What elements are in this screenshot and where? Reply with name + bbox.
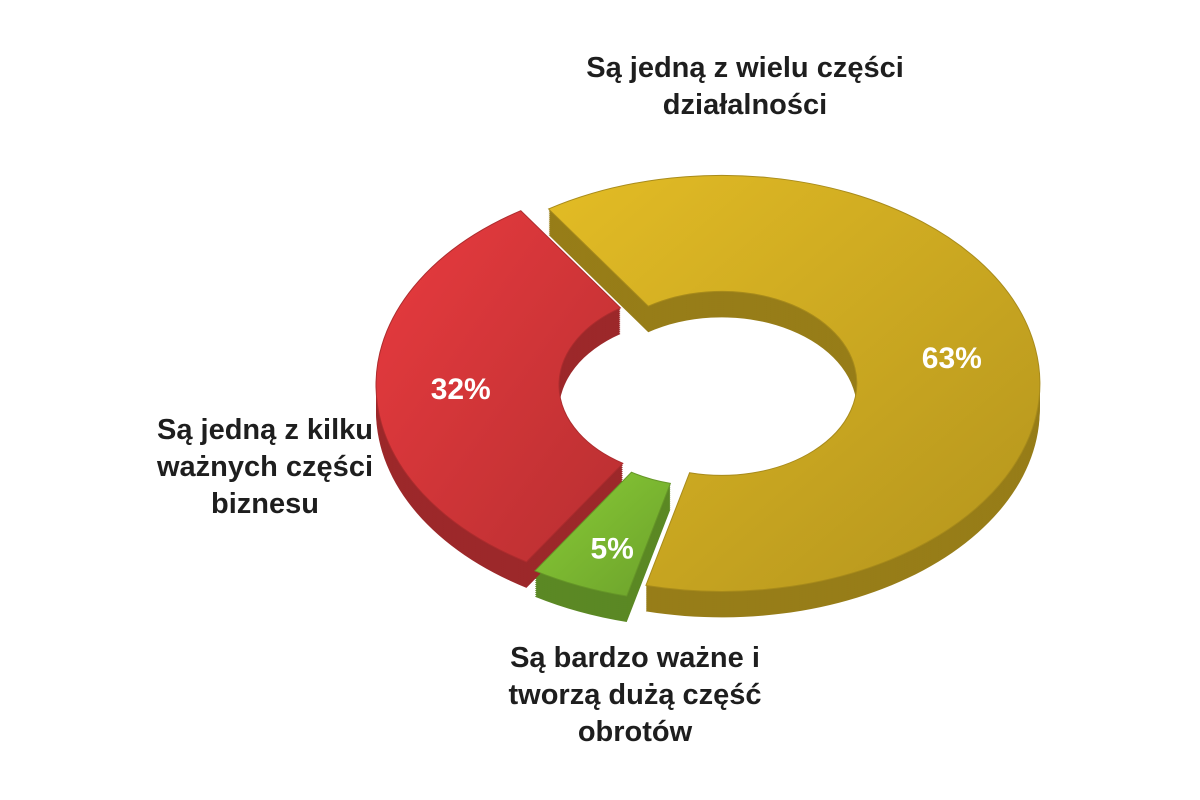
slice: [534, 471, 672, 597]
value-label: 32%: [431, 373, 491, 406]
slice: [375, 210, 624, 563]
value-label: 63%: [922, 342, 982, 375]
category-label: Są jedną z kilku ważnych części biznesu: [157, 414, 373, 520]
category-label: Są jedną z wielu części działalności: [586, 52, 904, 121]
value-label: 5%: [590, 532, 633, 565]
slice: [547, 174, 1041, 592]
category-label: Są bardzo ważne i tworzą dużą część obro…: [508, 642, 762, 748]
